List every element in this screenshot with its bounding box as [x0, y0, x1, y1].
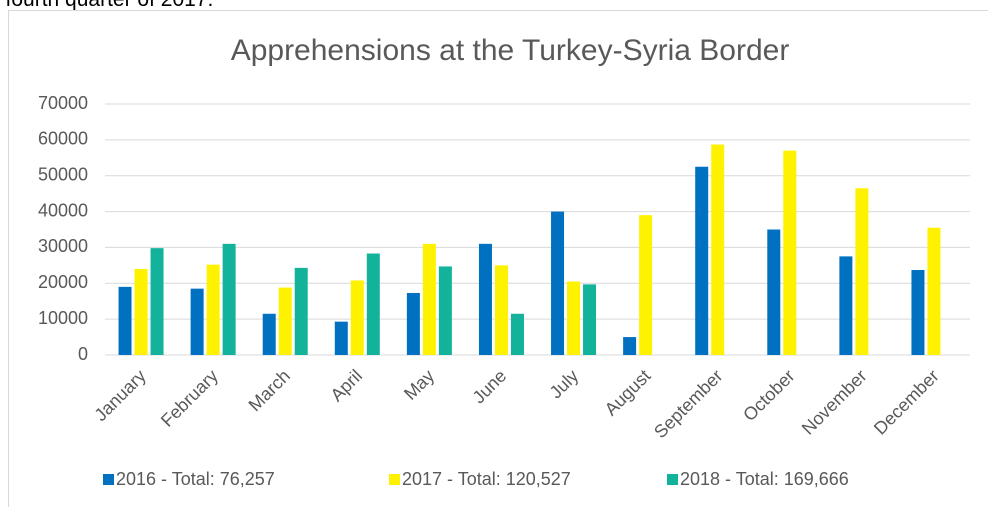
bar — [711, 145, 724, 355]
legend-label: 2017 - Total: 120,527 — [402, 469, 571, 489]
bar — [695, 167, 708, 355]
y-tick-label: 70000 — [38, 93, 88, 113]
bar — [551, 212, 564, 355]
x-tick-label: October — [739, 366, 798, 425]
page-text: e fourth quarter of 2017. — [0, 0, 213, 11]
bar — [583, 284, 596, 355]
bar — [335, 322, 348, 355]
bar — [135, 269, 148, 355]
legend-swatch — [389, 474, 400, 485]
x-tick-label: November — [798, 366, 871, 439]
bar — [855, 188, 868, 355]
bar — [927, 228, 940, 355]
bar — [151, 248, 164, 355]
bar — [911, 270, 924, 355]
bar — [511, 314, 524, 355]
y-tick-label: 20000 — [38, 272, 88, 292]
bar — [223, 244, 236, 355]
bar — [295, 268, 308, 355]
x-tick-label: May — [400, 366, 438, 404]
y-tick-label: 60000 — [38, 129, 88, 149]
bar — [263, 314, 276, 355]
x-tick-label: September — [650, 366, 726, 442]
legend-swatch — [667, 474, 678, 485]
bar — [191, 289, 204, 355]
y-tick-label: 30000 — [38, 236, 88, 256]
bar — [479, 244, 492, 355]
bar — [439, 266, 452, 355]
x-tick-label: August — [601, 366, 655, 420]
x-tick-label: March — [245, 366, 295, 416]
legend-swatch — [103, 474, 114, 485]
bar — [623, 337, 636, 355]
y-tick-label: 40000 — [38, 200, 88, 220]
x-tick-label: June — [469, 366, 511, 408]
chart-title: Apprehensions at the Turkey-Syria Border — [231, 34, 790, 67]
bar — [279, 288, 292, 355]
x-tick-label: December — [870, 366, 943, 439]
x-tick-label: April — [327, 366, 367, 406]
bar — [567, 281, 580, 355]
y-tick-label: 0 — [78, 344, 88, 364]
bar — [423, 244, 436, 355]
bar — [839, 256, 852, 355]
bar — [407, 293, 420, 355]
x-tick-label: July — [546, 366, 583, 403]
bar — [119, 287, 132, 355]
bar — [495, 265, 508, 355]
bar — [351, 280, 364, 355]
bar — [639, 215, 652, 355]
y-tick-label: 10000 — [38, 308, 88, 328]
bar — [367, 254, 380, 355]
bar — [207, 265, 220, 355]
x-tick-label: February — [157, 366, 222, 431]
y-tick-label: 50000 — [38, 164, 88, 184]
legend-label: 2018 - Total: 169,666 — [680, 469, 849, 489]
x-tick-label: January — [90, 366, 149, 425]
legend-label: 2016 - Total: 76,257 — [116, 469, 275, 489]
bar — [767, 230, 780, 356]
bar — [783, 151, 796, 355]
